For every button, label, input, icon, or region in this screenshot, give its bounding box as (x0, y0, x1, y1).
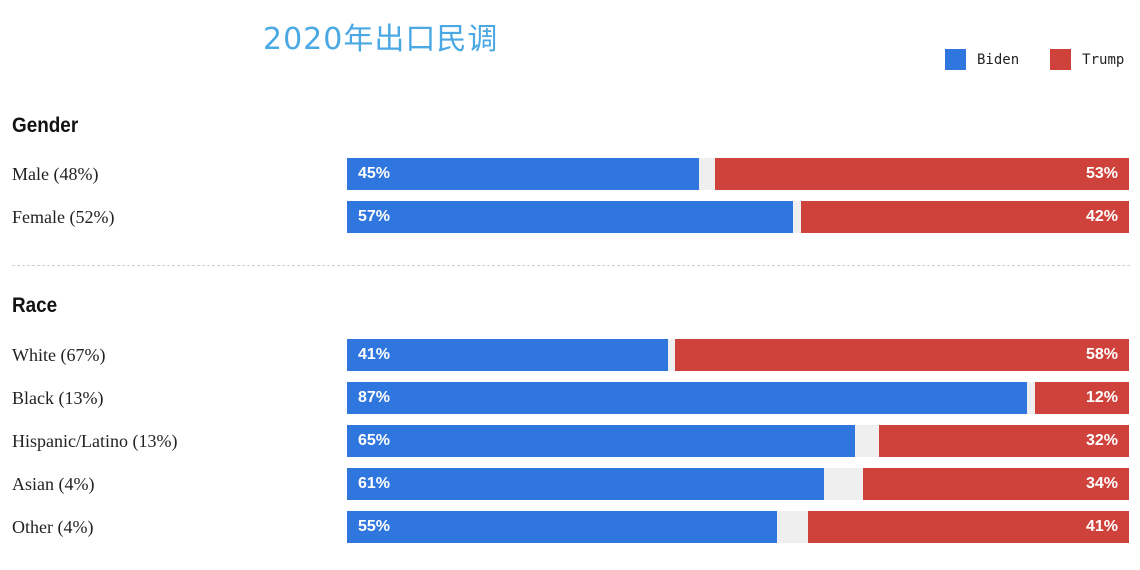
bar-value-label-trump: 58% (1085, 346, 1118, 363)
bar-value-label-biden: 87% (358, 389, 391, 406)
bar-value-label-trump: 32% (1085, 432, 1118, 449)
bar-row: Other (4%) 55% 41% (0, 511, 1140, 543)
section-divider (12, 265, 1130, 266)
bar-trump: 34% (863, 468, 1129, 500)
bar-track: 55% 41% (347, 511, 1129, 543)
bar-biden: 57% (347, 201, 793, 233)
category-label: Black (13%) (12, 388, 104, 408)
legend-label-trump: Trump (1082, 51, 1125, 68)
legend-swatch-trump (1050, 49, 1072, 70)
bar-biden: 41% (347, 339, 668, 371)
legend-item-trump: Trump (1050, 49, 1124, 70)
bar-row: Asian (4%) 61% 34% (0, 468, 1140, 500)
bar-track: 45% 53% (347, 158, 1129, 190)
bar-trump: 42% (800, 201, 1129, 233)
bar-biden: 65% (347, 425, 856, 457)
bar-track: 57% 42% (347, 201, 1129, 233)
bar-track: 61% 34% (347, 468, 1129, 500)
bar-row: Male (48%) 45% 53% (0, 158, 1140, 190)
bar-value-label-biden: 41% (358, 346, 391, 363)
section-title-gender: Gender (12, 114, 79, 137)
bar-value-label-trump: 42% (1085, 208, 1118, 225)
bar-track: 65% 32% (347, 425, 1129, 457)
bar-trump: 53% (714, 158, 1129, 190)
section-title-race: Race (12, 294, 58, 317)
bar-value-label-biden: 57% (358, 208, 391, 225)
bar-row: Black (13%) 87% 12% (0, 382, 1140, 414)
bar-value-label-trump: 41% (1085, 518, 1118, 535)
bar-biden: 55% (347, 511, 778, 543)
bar-trump: 41% (808, 511, 1129, 543)
bar-track: 41% 58% (347, 339, 1129, 371)
category-label: White (67%) (12, 345, 106, 365)
bar-trump: 32% (878, 425, 1129, 457)
bar-value-label-trump: 53% (1085, 165, 1118, 182)
bar-row: Hispanic/Latino (13%) 65% 32% (0, 425, 1140, 457)
category-label: Female (52%) (12, 207, 115, 227)
bar-track: 87% 12% (347, 382, 1129, 414)
legend-label-biden: Biden (977, 51, 1020, 68)
category-label: Other (4%) (12, 517, 94, 537)
legend-item-biden: Biden (945, 49, 1019, 70)
bar-trump: 12% (1035, 382, 1129, 414)
chart-title: 2020年出口民调 (263, 22, 499, 57)
bar-value-label-biden: 45% (358, 165, 391, 182)
bar-trump: 58% (675, 339, 1129, 371)
legend-swatch-biden (945, 49, 966, 70)
bar-biden: 61% (347, 468, 825, 500)
bar-biden: 45% (347, 158, 699, 190)
category-label: Asian (4%) (12, 474, 95, 494)
bar-biden: 87% (347, 382, 1028, 414)
bar-value-label-trump: 12% (1085, 389, 1118, 406)
bar-row: Female (52%) 57% 42% (0, 201, 1140, 233)
category-label: Hispanic/Latino (13%) (12, 431, 178, 451)
bar-value-label-biden: 65% (358, 432, 391, 449)
bar-value-label-biden: 61% (358, 475, 391, 492)
bar-row: White (67%) 41% 58% (0, 339, 1140, 371)
bar-value-label-biden: 55% (358, 518, 391, 535)
legend: Biden Trump (945, 49, 1124, 70)
bar-value-label-trump: 34% (1085, 475, 1118, 492)
category-label: Male (48%) (12, 164, 99, 184)
